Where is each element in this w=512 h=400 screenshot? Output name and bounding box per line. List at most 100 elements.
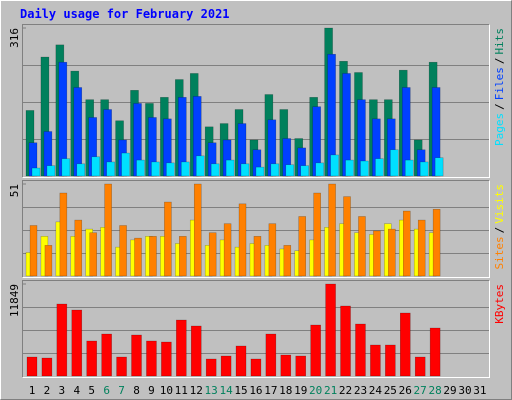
bar — [89, 232, 97, 277]
x-tick-label: 26 — [399, 384, 412, 397]
bar — [400, 312, 411, 377]
bar — [164, 201, 172, 277]
x-tick-label: 30 — [458, 384, 471, 397]
legend: Sites / Visits — [493, 184, 506, 270]
bar — [134, 237, 142, 277]
legend-entry: Pages — [493, 113, 506, 146]
x-tick-label: 3 — [59, 384, 66, 397]
bar — [313, 192, 321, 277]
bar — [270, 163, 280, 177]
x-tick-label: 31 — [473, 384, 486, 397]
x-tick-label: 15 — [234, 384, 247, 397]
bar — [44, 245, 53, 277]
bar — [375, 158, 384, 177]
bar — [388, 228, 396, 277]
bar — [345, 159, 354, 177]
bar — [298, 216, 306, 277]
bar — [116, 356, 127, 377]
bar — [121, 152, 130, 177]
x-tick-label: 24 — [369, 384, 383, 397]
bar — [73, 87, 83, 177]
bar — [283, 245, 292, 277]
x-tick-label: 4 — [73, 384, 80, 397]
x-tick-label: 27 — [414, 384, 427, 397]
bar — [360, 160, 369, 177]
panel-edge-dark — [22, 280, 490, 378]
bar — [255, 166, 265, 177]
bar — [343, 196, 351, 277]
x-tick-label: 9 — [148, 384, 155, 397]
bar — [328, 183, 336, 277]
bar — [310, 324, 321, 377]
bar — [208, 232, 217, 277]
bar — [195, 155, 205, 177]
chart-title: Daily usage for February 2021 — [20, 7, 230, 21]
x-tick-label: 29 — [443, 384, 456, 397]
x-tick-label: 2 — [44, 384, 51, 397]
bar — [119, 225, 127, 277]
legend-separator: / — [493, 227, 506, 234]
panel-edge-light — [22, 180, 490, 278]
bar — [131, 334, 142, 377]
x-tick-label: 17 — [264, 384, 277, 397]
bar — [373, 230, 381, 277]
bar — [101, 333, 112, 377]
x-tick-label: 19 — [294, 384, 307, 397]
bar — [300, 165, 309, 177]
bar — [190, 325, 202, 377]
y-tick-label: 11849 — [8, 284, 21, 317]
bar — [238, 203, 247, 277]
bar — [265, 333, 277, 377]
legend-entry: Visits — [493, 184, 506, 224]
bar — [240, 163, 250, 177]
y-tick-label: 51 — [8, 184, 21, 197]
bar — [355, 323, 366, 377]
x-tick-label: 18 — [279, 384, 292, 397]
x-tick-label: 28 — [428, 384, 441, 397]
bar — [46, 165, 56, 177]
bar — [429, 327, 441, 377]
bar — [220, 355, 232, 377]
x-tick-label: 20 — [309, 384, 322, 397]
bar — [91, 156, 100, 177]
bar — [414, 356, 426, 377]
x-tick-label: 11 — [175, 384, 188, 397]
x-tick-label: 12 — [190, 384, 203, 397]
x-tick-label: 10 — [160, 384, 173, 397]
bar — [325, 283, 336, 377]
panel-edge-dark — [22, 180, 490, 278]
x-tick-label: 13 — [205, 384, 218, 397]
bar — [315, 162, 324, 177]
bar — [76, 163, 86, 177]
bar — [235, 345, 247, 377]
x-tick-label: 6 — [103, 384, 110, 397]
bar — [31, 167, 41, 177]
legend-separator: / — [493, 58, 506, 65]
legend-separator: / — [493, 103, 506, 110]
panel-edge-light — [22, 24, 490, 178]
panel-edge-light — [22, 280, 490, 378]
bar — [166, 162, 175, 177]
bar — [253, 236, 262, 277]
y-tick-label: 316 — [8, 28, 21, 48]
bar — [370, 344, 381, 377]
x-tick-label: 16 — [249, 384, 262, 397]
bar — [205, 358, 217, 377]
bar — [210, 163, 220, 177]
bar — [146, 340, 157, 377]
x-tick-label: 21 — [324, 384, 337, 397]
bar — [151, 161, 160, 177]
bar — [223, 223, 232, 277]
bar — [179, 236, 187, 277]
bar — [104, 183, 112, 277]
x-tick-label: 23 — [354, 384, 367, 397]
bar — [29, 225, 38, 277]
bar — [41, 357, 53, 377]
bar — [417, 219, 426, 277]
bar — [285, 164, 295, 177]
bar — [434, 157, 444, 177]
bar — [419, 161, 429, 177]
bar — [250, 358, 262, 377]
bar — [193, 183, 202, 277]
bar — [405, 159, 414, 177]
